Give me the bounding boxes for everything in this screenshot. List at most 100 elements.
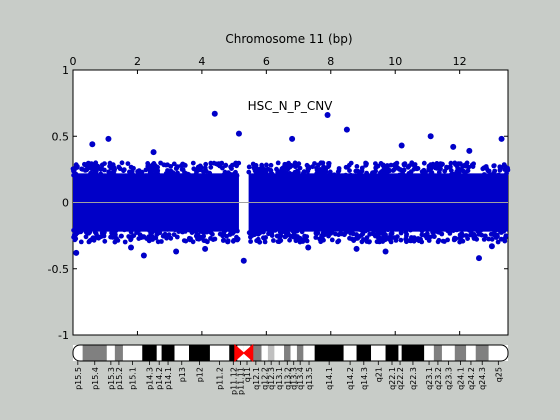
data-point bbox=[122, 239, 128, 245]
ideogram-band bbox=[303, 345, 315, 361]
y-tick-label: -0.5 bbox=[48, 263, 69, 276]
band-label: p14.2 bbox=[155, 367, 164, 390]
data-point bbox=[423, 170, 428, 175]
data-point bbox=[478, 228, 483, 234]
band-label: q12.3 bbox=[267, 367, 276, 390]
band-label: p15.3 bbox=[107, 367, 116, 390]
data-point bbox=[450, 172, 456, 178]
data-point bbox=[136, 236, 142, 242]
data-point bbox=[292, 160, 298, 166]
band-label: p13 bbox=[178, 367, 187, 382]
ideogram-band bbox=[441, 345, 455, 361]
data-point bbox=[422, 233, 428, 239]
data-point bbox=[155, 239, 161, 245]
data-point bbox=[231, 229, 237, 235]
data-point bbox=[78, 239, 84, 245]
ideogram-band bbox=[106, 345, 115, 361]
band-label: q12.1 bbox=[252, 367, 261, 390]
outlier-point bbox=[240, 257, 247, 264]
data-point bbox=[98, 171, 104, 177]
data-point bbox=[347, 228, 352, 234]
outlier-point bbox=[305, 244, 312, 251]
ideogram-band bbox=[156, 345, 162, 361]
data-point bbox=[490, 172, 495, 177]
y-tick-label: 0.5 bbox=[52, 130, 70, 143]
data-point bbox=[393, 161, 398, 167]
data-point bbox=[403, 229, 408, 235]
x-tick-label: 6 bbox=[263, 55, 270, 68]
data-point bbox=[233, 160, 239, 166]
data-point bbox=[315, 230, 321, 236]
data-point bbox=[321, 165, 327, 171]
data-point bbox=[208, 164, 214, 170]
data-point bbox=[452, 235, 458, 241]
data-point bbox=[495, 239, 501, 245]
data-point bbox=[190, 160, 196, 166]
band-label: q23.2 bbox=[434, 367, 443, 390]
data-point bbox=[221, 237, 227, 243]
data-point bbox=[108, 234, 113, 240]
data-point bbox=[345, 164, 350, 170]
data-point bbox=[353, 236, 359, 241]
data-point bbox=[367, 231, 373, 237]
data-point bbox=[329, 229, 335, 235]
data-point bbox=[203, 168, 209, 174]
band-label: q22.1 bbox=[388, 367, 397, 390]
data-point bbox=[452, 160, 458, 166]
ideogram-band bbox=[475, 345, 489, 361]
data-point bbox=[73, 236, 79, 242]
data-point bbox=[164, 171, 170, 177]
band-label: q14.1 bbox=[325, 367, 334, 390]
data-point bbox=[171, 161, 177, 167]
data-point bbox=[377, 239, 382, 245]
data-point bbox=[118, 233, 124, 239]
data-point bbox=[187, 226, 193, 232]
data-point bbox=[398, 230, 404, 236]
data-point bbox=[397, 172, 403, 178]
ideogram-band bbox=[356, 345, 372, 361]
data-point bbox=[102, 161, 107, 167]
data-point bbox=[454, 227, 460, 233]
data-point bbox=[122, 227, 127, 233]
data-point bbox=[456, 161, 461, 167]
data-point bbox=[199, 227, 205, 233]
ideogram-band bbox=[142, 345, 157, 361]
data-point bbox=[489, 236, 495, 242]
data-point bbox=[501, 162, 507, 168]
data-point bbox=[224, 233, 230, 239]
data-point bbox=[428, 162, 433, 168]
band-label: p15.2 bbox=[115, 367, 124, 390]
data-point bbox=[246, 169, 252, 175]
data-point bbox=[320, 169, 325, 175]
data-point bbox=[279, 169, 285, 175]
data-point bbox=[223, 162, 229, 168]
data-point bbox=[112, 172, 117, 178]
data-point bbox=[431, 234, 437, 239]
data-point bbox=[322, 232, 327, 238]
band-label: q23.3 bbox=[444, 367, 453, 390]
data-point bbox=[432, 229, 438, 234]
ideogram-band bbox=[433, 345, 442, 361]
y-tick-label: -1 bbox=[58, 329, 69, 342]
data-point bbox=[197, 163, 203, 169]
band-label: q13.4 bbox=[296, 367, 305, 390]
x-tick-label: 12 bbox=[453, 55, 467, 68]
data-point bbox=[505, 167, 511, 173]
data-point bbox=[296, 161, 302, 167]
outlier-point bbox=[128, 244, 134, 251]
data-point bbox=[287, 164, 293, 169]
band-label: q13.3 bbox=[290, 367, 299, 390]
data-point bbox=[448, 160, 454, 166]
data-point bbox=[73, 162, 79, 168]
data-point bbox=[435, 239, 441, 245]
data-point bbox=[427, 234, 433, 240]
outlier-point bbox=[89, 141, 96, 148]
ideogram-band bbox=[371, 345, 386, 361]
data-point bbox=[306, 166, 312, 172]
data-point bbox=[261, 235, 267, 241]
data-point bbox=[429, 171, 435, 176]
data-point bbox=[383, 226, 389, 232]
data-point bbox=[408, 227, 413, 233]
band-label: p14.1 bbox=[164, 367, 173, 390]
ideogram-band bbox=[209, 345, 230, 361]
